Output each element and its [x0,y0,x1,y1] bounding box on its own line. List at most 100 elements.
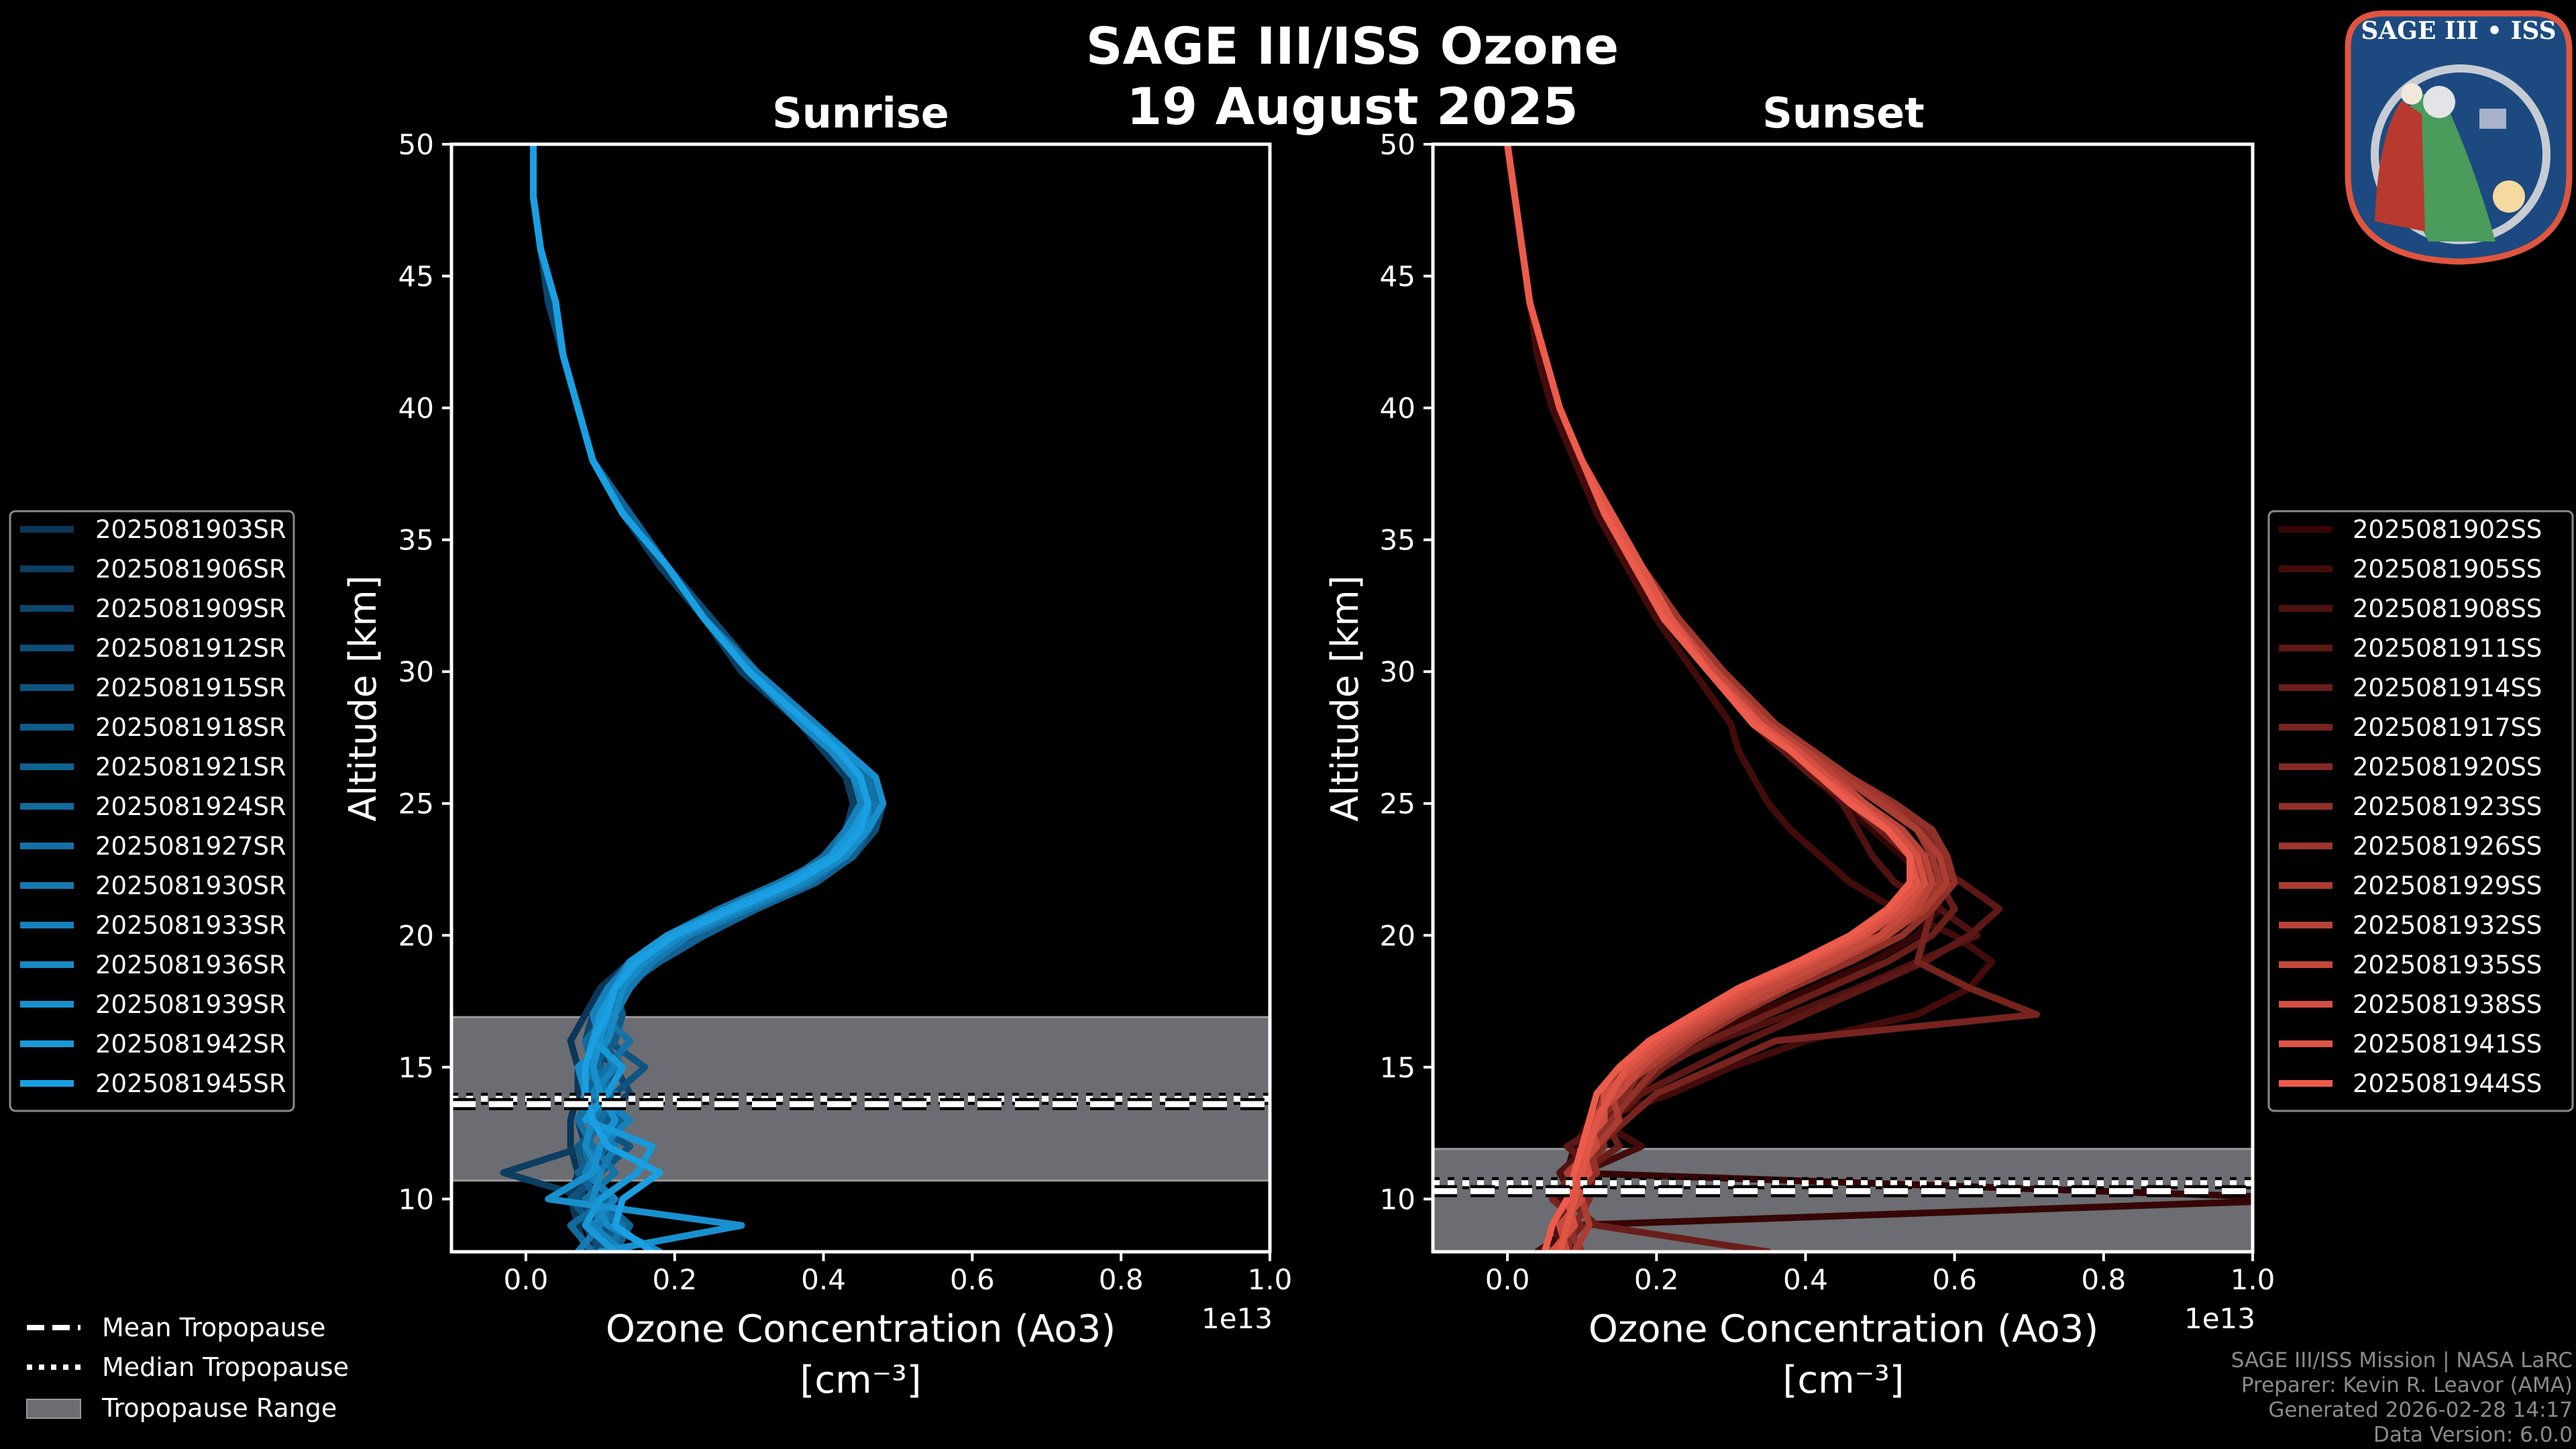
sunset-legend-entry: 2025081917SS [2353,713,2542,742]
sunset-plot: Sunset Altitude [km] Ozone Concentration… [1324,89,2574,1402]
sunrise-xtick-label: 0.2 [652,1263,697,1296]
sunset-xtick-label: 1.0 [2231,1263,2275,1296]
sunset-profile-2025081917SS [1504,144,2040,1252]
sunset-legend-entry: 2025081905SS [2353,555,2542,584]
sunrise-ylabel: Altitude [km] [341,575,385,821]
sunrise-ytick-label: 15 [398,1051,434,1084]
sunrise-legend-entry: 2025081906SR [95,555,286,584]
sunset-ytick-label: 50 [1380,128,1415,161]
sunset-ytick-label: 15 [1380,1051,1415,1084]
sunrise-xlabel: Ozone Concentration (Ao3) [606,1307,1116,1351]
sunrise-legend-entry: 2025081915SR [95,674,286,702]
sunrise-plot-area [451,144,1270,1252]
footer-preparer: Preparer: Kevin R. Leavor (AMA) [2241,1373,2573,1397]
sunrise-xtick-label: 1.0 [1248,1263,1293,1296]
sunrise-title: Sunrise [772,89,949,138]
figure-title: SAGE III/ISS Ozone [1086,16,1619,76]
sunrise-ytick-label: 45 [398,260,434,293]
tropopause-range-label: Tropopause Range [101,1393,337,1423]
mean-tropopause-label: Mean Tropopause [102,1313,325,1342]
sunrise-ytick-label: 20 [398,919,434,952]
tropopause-range-swatch [26,1399,81,1419]
sunset-xtick-label: 0.2 [1634,1263,1679,1296]
sunrise-xtick-label: 0.6 [950,1263,995,1296]
sunset-offset-text: 1e13 [2184,1302,2255,1335]
sunset-profile-2025081932SS [1504,144,1936,1252]
sunrise-ytick-label: 35 [398,524,434,557]
sunset-xtick-label: 0.4 [1783,1263,1828,1296]
sunset-ytick-label: 40 [1380,392,1415,425]
sunrise-legend-entry: 2025081924SR [95,792,286,821]
sunrise-legend-entry: 2025081927SR [95,832,286,861]
sunrise-ytick-label: 25 [398,788,434,820]
sunset-legend-entry: 2025081935SS [2353,951,2542,979]
sunrise-plot: Sunrise Altitude [km] Ozone Concentratio… [9,89,1293,1402]
sunset-profile-2025081926SS [1504,144,1943,1252]
sunrise-xtick-label: 0.4 [801,1263,846,1296]
figure-date: 19 August 2025 [1126,76,1578,136]
sunset-xtick-label: 0.0 [1485,1263,1530,1296]
sunset-ytick-label: 45 [1380,260,1415,293]
sunset-ylabel: Altitude [km] [1324,575,1367,821]
sunset-legend-entry: 2025081941SS [2353,1030,2542,1059]
sunset-xtick-label: 0.6 [1932,1263,1977,1296]
sunset-legend-entry: 2025081911SS [2353,634,2542,663]
sunrise-legend-entry: 2025081918SR [95,713,286,742]
sunrise-legend-entry: 2025081933SR [95,911,286,940]
sunrise-legend-entry: 2025081921SR [95,753,286,782]
sunrise-ytick-label: 40 [398,392,434,425]
sunset-axes-frame [1431,142,2255,1254]
sunset-ytick-label: 20 [1380,919,1415,952]
sunset-ytick-label: 10 [1380,1183,1415,1216]
sunrise-legend-entry: 2025081942SR [95,1030,286,1059]
sunset-ytick-label: 30 [1380,655,1415,688]
sunrise-xtick-label: 0.8 [1099,1263,1144,1296]
sunrise-offset-text: 1e13 [1201,1302,1273,1335]
sunset-legend-entry: 2025081929SS [2353,871,2542,900]
sunrise-legend-entry: 2025081936SR [95,951,286,979]
sunrise-legend-entry: 2025081903SR [95,515,286,544]
footer-credits: SAGE III/ISS Mission | NASA LaRC Prepare… [2231,1348,2573,1447]
tropopause-legend: Mean Tropopause Median Tropopause Tropop… [26,1313,349,1423]
sunrise-ytick-label: 10 [398,1183,434,1216]
footer-mission: SAGE III/ISS Mission | NASA LaRC [2231,1348,2573,1373]
sunset-ytick-label: 25 [1380,788,1415,820]
sunset-profile-2025081944SS [1504,144,1913,1252]
sunset-legend-entry: 2025081902SS [2353,515,2542,544]
sunrise-profile-2025081945SR [530,144,872,1252]
logo-title: SAGE III • ISS [2361,17,2556,45]
sunrise-legend-entry: 2025081909SR [95,594,286,623]
sunset-legend-entry: 2025081932SS [2353,911,2542,940]
sunset-title: Sunset [1762,89,1925,138]
sunset-xtick-label: 0.8 [2081,1263,2126,1296]
sunrise-xtick-label: 0.0 [504,1263,549,1296]
sunrise-legend-frame [9,510,295,1112]
sunset-legend-entry: 2025081923SS [2353,792,2542,821]
median-tropopause-label: Median Tropopause [102,1352,349,1382]
sunrise-legend-entry: 2025081930SR [95,871,286,900]
sunset-legend: 2025081902SS 2025081905SS 2025081908SS 2025… [2267,510,2574,1112]
sunset-legend-entry: 2025081926SS [2353,832,2542,861]
sunset-legend-entry: 2025081914SS [2353,674,2542,702]
sunrise-legend-entry: 2025081912SR [95,634,286,663]
sage-iii-iss-mission-logo: SAGE III • ISS [2345,10,2573,265]
sunrise-legend-entry: 2025081945SR [95,1069,286,1098]
sunset-legend-frame [2267,510,2574,1112]
sunset-legend-entry: 2025081920SS [2353,753,2542,782]
sunrise-ytick-label: 50 [398,128,434,161]
sunrise-ytick-label: 30 [398,655,434,688]
sunset-ytick-label: 35 [1380,524,1415,557]
sunset-legend-entry: 2025081908SS [2353,594,2542,623]
sunset-legend-entry: 2025081938SS [2353,990,2542,1019]
sunrise-legend: 2025081903SR 2025081906SR 2025081909SR 2025… [9,510,295,1112]
footer-generated: Generated 2026-02-28 14:17 [2268,1398,2573,1422]
footer-data-version: Data Version: 6.0.0 [2373,1423,2573,1447]
sunset-xunit: [cm⁻³] [1782,1358,1904,1402]
sunset-plot-area [1433,144,2253,1252]
sunrise-legend-entry: 2025081939SR [95,990,286,1019]
sunset-legend-entry: 2025081944SS [2353,1069,2542,1098]
sunrise-axes-frame [449,142,1272,1254]
sunset-xlabel: Ozone Concentration (Ao3) [1589,1307,2098,1351]
sunrise-xunit: [cm⁻³] [800,1358,921,1402]
